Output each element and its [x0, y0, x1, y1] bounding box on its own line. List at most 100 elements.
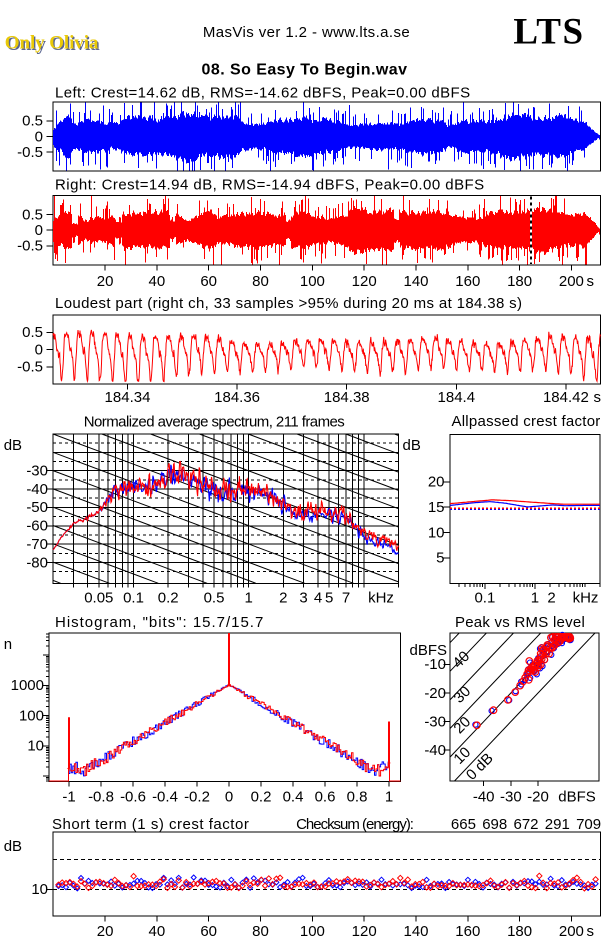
svg-text:0.6: 0.6 — [315, 788, 336, 805]
svg-text:n: n — [4, 636, 12, 653]
svg-text:-30: -30 — [424, 713, 446, 730]
svg-text:10: 10 — [428, 524, 445, 541]
svg-text:200: 200 — [559, 273, 584, 290]
svg-text:0.1: 0.1 — [123, 590, 144, 607]
svg-text:-50: -50 — [26, 499, 48, 516]
svg-text:MasVis ver 1.2 - www.lts.a.se: MasVis ver 1.2 - www.lts.a.se — [203, 24, 410, 41]
svg-text:140: 140 — [403, 923, 428, 940]
svg-text:-10: -10 — [424, 656, 446, 673]
svg-text:0.5: 0.5 — [204, 590, 225, 607]
svg-text:-1: -1 — [62, 788, 75, 805]
svg-text:LTS: LTS — [513, 12, 584, 53]
svg-text:Checksum (energy):: Checksum (energy): — [296, 816, 413, 833]
svg-text:-60: -60 — [26, 518, 48, 535]
svg-text:-20: -20 — [424, 685, 446, 702]
svg-text:184.42: 184.42 — [543, 389, 589, 406]
svg-text:3: 3 — [299, 590, 307, 607]
svg-text:Only Olivia: Only Olivia — [5, 33, 99, 54]
svg-text:0.5: 0.5 — [22, 206, 43, 223]
svg-text:1000: 1000 — [11, 677, 44, 694]
svg-text:60: 60 — [200, 273, 217, 290]
svg-text:dB: dB — [403, 437, 421, 454]
svg-text:-0.5: -0.5 — [17, 144, 43, 161]
svg-text:1: 1 — [531, 590, 539, 607]
svg-text:0.05: 0.05 — [84, 590, 113, 607]
svg-text:0.5: 0.5 — [22, 113, 43, 130]
svg-text:2: 2 — [279, 590, 287, 607]
svg-text:-0.5: -0.5 — [17, 359, 43, 376]
svg-text:dBFS: dBFS — [558, 788, 596, 805]
svg-text:0: 0 — [225, 788, 233, 805]
svg-text:15: 15 — [428, 499, 445, 516]
svg-text:291: 291 — [545, 816, 570, 833]
svg-text:184.34: 184.34 — [105, 389, 151, 406]
svg-text:Loudest part (right ch, 33 sam: Loudest part (right ch, 33 samples >95% … — [55, 295, 522, 312]
svg-text:0: 0 — [35, 128, 43, 145]
svg-text:-0.8: -0.8 — [88, 788, 114, 805]
svg-text:Short term (1 s) crest factor: Short term (1 s) crest factor — [52, 816, 249, 833]
svg-text:80: 80 — [252, 923, 269, 940]
svg-text:dB: dB — [4, 838, 22, 855]
svg-text:698: 698 — [482, 816, 507, 833]
svg-text:-0.6: -0.6 — [120, 788, 146, 805]
svg-text:kHz: kHz — [368, 590, 394, 607]
svg-text:709: 709 — [576, 816, 601, 833]
svg-text:1: 1 — [245, 590, 253, 607]
svg-text:-0.4: -0.4 — [152, 788, 178, 805]
svg-text:10: 10 — [31, 881, 48, 898]
svg-text:20: 20 — [428, 474, 445, 491]
svg-text:5: 5 — [436, 550, 444, 567]
svg-text:Only Olivia: Only Olivia — [6, 34, 100, 55]
svg-text:184.36: 184.36 — [214, 389, 260, 406]
svg-text:20: 20 — [97, 273, 114, 290]
svg-text:7: 7 — [342, 590, 350, 607]
svg-text:-0.5: -0.5 — [17, 238, 43, 255]
svg-text:-0.2: -0.2 — [184, 788, 210, 805]
svg-text:0.2: 0.2 — [158, 590, 179, 607]
svg-text:184.4: 184.4 — [438, 389, 476, 406]
svg-text:0.4: 0.4 — [283, 788, 304, 805]
svg-text:80: 80 — [252, 273, 269, 290]
svg-text:Normalized average spectrum, 2: Normalized average spectrum, 211 frames — [84, 414, 345, 431]
svg-text:0.1: 0.1 — [474, 590, 495, 607]
svg-text:-40: -40 — [424, 742, 446, 759]
svg-text:100: 100 — [300, 273, 325, 290]
svg-text:-30: -30 — [26, 463, 48, 480]
svg-text:dB: dB — [4, 437, 22, 454]
svg-text:s: s — [587, 273, 595, 290]
svg-text:0.2: 0.2 — [251, 788, 272, 805]
svg-text:200: 200 — [559, 923, 584, 940]
svg-text:184.38: 184.38 — [324, 389, 370, 406]
svg-text:20: 20 — [97, 923, 114, 940]
svg-text:60: 60 — [200, 923, 217, 940]
svg-text:10: 10 — [27, 738, 44, 755]
svg-text:140: 140 — [403, 273, 428, 290]
svg-text:Right: Crest=14.94 dB, RMS=-14: Right: Crest=14.94 dB, RMS=-14.94 dBFS, … — [55, 177, 485, 194]
svg-text:40: 40 — [149, 273, 166, 290]
svg-text:-70: -70 — [26, 536, 48, 553]
svg-text:120: 120 — [352, 923, 377, 940]
svg-text:1: 1 — [385, 788, 393, 805]
svg-text:-80: -80 — [26, 554, 48, 571]
svg-text:4: 4 — [314, 590, 322, 607]
svg-text:40: 40 — [149, 923, 166, 940]
svg-text:160: 160 — [455, 273, 480, 290]
svg-text:Histogram, "bits": 15.7/15.7: Histogram, "bits": 15.7/15.7 — [55, 614, 264, 631]
svg-text:Allpassed crest factor: Allpassed crest factor — [451, 413, 600, 430]
svg-text:0.8: 0.8 — [347, 788, 368, 805]
svg-text:665: 665 — [451, 816, 476, 833]
svg-text:120: 120 — [352, 273, 377, 290]
svg-text:0: 0 — [35, 222, 43, 239]
svg-text:-40: -40 — [26, 481, 48, 498]
svg-text:08. So Easy To Begin.wav: 08. So Easy To Begin.wav — [202, 62, 408, 79]
svg-text:100: 100 — [300, 923, 325, 940]
svg-text:0.5: 0.5 — [22, 324, 43, 341]
svg-text:672: 672 — [514, 816, 539, 833]
svg-text:180: 180 — [507, 923, 532, 940]
svg-text:kHz: kHz — [573, 590, 599, 607]
svg-text:180: 180 — [507, 273, 532, 290]
svg-text:Peak vs RMS level: Peak vs RMS level — [455, 614, 585, 631]
svg-text:s: s — [594, 389, 602, 406]
svg-text:s: s — [587, 923, 595, 940]
svg-text:-20: -20 — [527, 788, 549, 805]
